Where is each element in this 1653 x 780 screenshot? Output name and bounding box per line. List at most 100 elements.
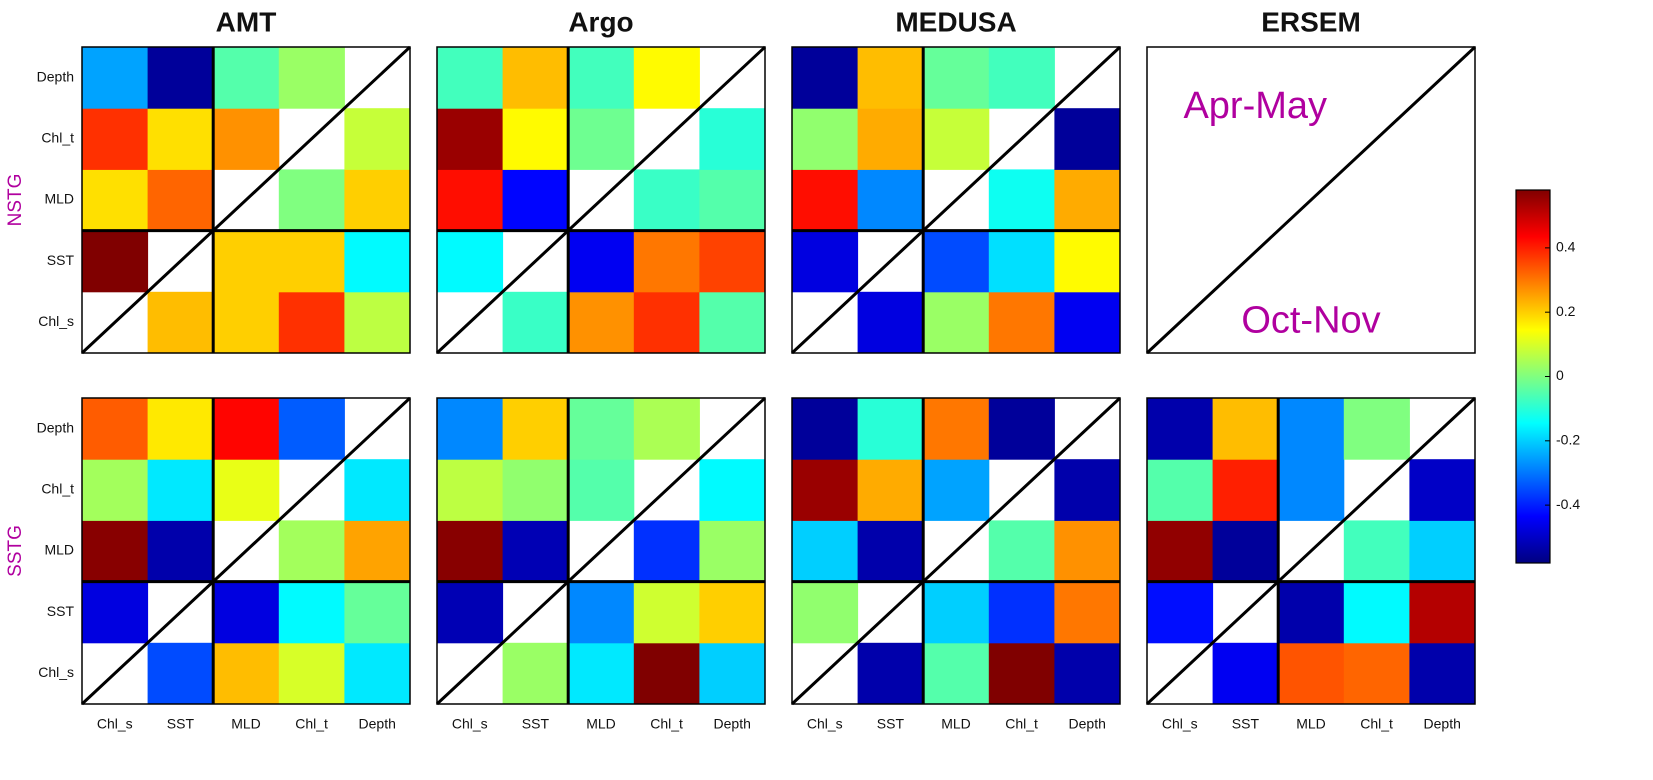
- heatmap-cell: [437, 581, 504, 644]
- heatmap-cell: [437, 398, 504, 460]
- diagonal: [435, 45, 767, 355]
- heatmap-cell: [923, 642, 990, 705]
- x-tick-label: Chl_t: [1360, 716, 1393, 732]
- heatmap-cell: [699, 169, 766, 232]
- heatmap-cell: [344, 230, 411, 293]
- colorbar-tick-label: -0.4: [1556, 496, 1580, 512]
- heatmap-cell: [1147, 398, 1214, 460]
- heatmap-cell: [633, 581, 700, 644]
- heatmap-cell: [857, 291, 924, 354]
- heatmap-cell: [147, 47, 214, 109]
- panel-frame: [81, 46, 411, 354]
- heatmap-cell: [1212, 459, 1279, 521]
- heatmap-cell: [857, 520, 924, 583]
- heatmap-cell: [502, 642, 569, 705]
- heatmap-cell: [278, 581, 345, 644]
- y-tick-label: Depth: [37, 68, 74, 84]
- heatmap-cell: [502, 398, 569, 460]
- colorbar-tick-label: 0.2: [1556, 303, 1576, 319]
- heatmap-cell: [344, 520, 411, 583]
- heatmap-cell: [699, 108, 766, 170]
- heatmap-cell: [568, 47, 635, 109]
- heatmap-cell: [502, 108, 569, 170]
- heatmap-cell: [344, 291, 411, 354]
- heatmap-cell: [699, 230, 766, 293]
- heatmap-cell: [344, 459, 411, 521]
- heatmap-cell: [1054, 230, 1121, 293]
- heatmap-cell: [82, 398, 149, 460]
- heatmap-cell: [1054, 291, 1121, 354]
- heatmap-cell: [633, 169, 700, 232]
- diagonal: [790, 396, 1122, 706]
- diagonal: [80, 396, 412, 706]
- heatmap-cell: [82, 108, 149, 170]
- x-tick-label: Chl_s: [807, 716, 843, 732]
- heatmap-cell: [988, 398, 1055, 460]
- heatmap-cell: [502, 291, 569, 354]
- heatmap-cell: [792, 230, 859, 293]
- heatmap-cell: [437, 459, 504, 521]
- heatmap-cell: [82, 459, 149, 521]
- heatmap-cell: [502, 169, 569, 232]
- heatmap-cell: [923, 108, 990, 170]
- heatmap-cell: [82, 581, 149, 644]
- panel-frame: [436, 397, 766, 705]
- heatmap-cell: [502, 520, 569, 583]
- heatmap-cell: [437, 108, 504, 170]
- x-tick-label: Depth: [714, 716, 751, 732]
- heatmap-cell: [857, 398, 924, 460]
- colorbar-tick-label: 0.4: [1556, 239, 1576, 255]
- heatmap-cell: [699, 459, 766, 521]
- heatmap-cell: [1343, 398, 1410, 460]
- heatmap-cell: [1343, 520, 1410, 583]
- panel-frame: [81, 397, 411, 705]
- heatmap-cell: [1409, 520, 1476, 583]
- x-tick-label: Chl_s: [452, 716, 488, 732]
- panel-frame: [791, 46, 1121, 354]
- heatmap-cell: [792, 47, 859, 109]
- x-tick-label: MLD: [941, 716, 971, 732]
- colorbar-tick-label: 0: [1556, 367, 1564, 383]
- heatmap-cell: [1278, 642, 1345, 705]
- column-title: ERSEM: [1261, 6, 1361, 37]
- heatmap-cell: [278, 642, 345, 705]
- heatmap-cell: [857, 169, 924, 232]
- heatmap-cell: [1409, 459, 1476, 521]
- heatmap-cell: [923, 581, 990, 644]
- heatmap-cell: [213, 230, 280, 293]
- x-tick-label: Chl_t: [295, 716, 328, 732]
- heatmap-cell: [792, 520, 859, 583]
- heatmap-cell: [1343, 642, 1410, 705]
- heatmap-cell: [344, 642, 411, 705]
- heatmap-cell: [633, 230, 700, 293]
- diagonal: [80, 45, 412, 355]
- heatmap-cell: [568, 642, 635, 705]
- heatmap-cell: [278, 47, 345, 109]
- heatmap-cell: [792, 169, 859, 232]
- heatmap-cell: [278, 169, 345, 232]
- heatmap-cell: [344, 169, 411, 232]
- y-tick-label: SST: [47, 252, 75, 268]
- diagonal: [790, 45, 1122, 355]
- heatmap-cell: [1054, 459, 1121, 521]
- heatmap-cell: [82, 230, 149, 293]
- x-tick-label: Chl_s: [97, 716, 133, 732]
- heatmap-cell: [923, 47, 990, 109]
- heatmap-cell: [857, 108, 924, 170]
- x-tick-label: Chl_s: [1162, 716, 1198, 732]
- annotation: Apr-May: [1183, 85, 1327, 127]
- heatmap-cell: [82, 169, 149, 232]
- y-tick-label: Chl_s: [38, 664, 74, 680]
- heatmap-cell: [213, 47, 280, 109]
- x-tick-label: SST: [522, 716, 550, 732]
- heatmap-cell: [1147, 520, 1214, 583]
- heatmap-cell: [1278, 398, 1345, 460]
- y-tick-label: MLD: [44, 542, 74, 558]
- heatmap-cell: [857, 47, 924, 109]
- heatmap-cell: [1054, 520, 1121, 583]
- heatmap-cell: [1409, 581, 1476, 644]
- panel-frame: [791, 397, 1121, 705]
- row-label: SSTG: [5, 525, 26, 577]
- heatmap-cell: [82, 520, 149, 583]
